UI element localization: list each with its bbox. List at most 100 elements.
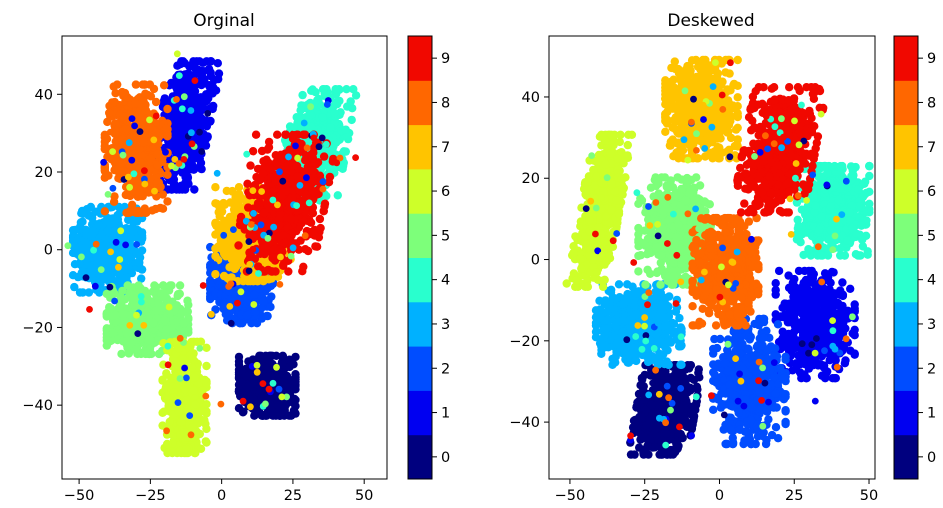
scatter-point xyxy=(141,347,150,356)
scatter-point xyxy=(70,282,79,292)
scatter-point xyxy=(173,290,183,299)
scatter-point xyxy=(190,185,199,194)
scatter-point xyxy=(179,355,188,364)
scatter-point xyxy=(289,360,298,369)
scatter-point xyxy=(273,401,283,410)
scatter-point xyxy=(250,377,259,386)
scatter-point xyxy=(86,202,96,212)
scatter-point xyxy=(202,343,211,352)
scatter-point xyxy=(102,326,112,335)
scatter-point xyxy=(178,185,187,194)
scatter-point xyxy=(252,319,262,328)
scatter-point xyxy=(129,294,138,303)
scatter-point xyxy=(138,329,147,338)
scatter-point xyxy=(134,283,144,292)
scatter-point xyxy=(162,325,171,334)
scatter-point xyxy=(158,408,167,417)
scatter-point xyxy=(298,90,307,100)
scatter-point xyxy=(84,288,94,297)
scatter-point xyxy=(184,179,193,189)
scatter-point xyxy=(278,352,288,361)
scatter-point xyxy=(173,61,182,70)
scatter-point xyxy=(206,279,215,288)
scatter-point xyxy=(226,249,235,258)
scatter-point xyxy=(123,281,132,290)
scatter-point xyxy=(193,417,202,427)
scatter-point xyxy=(189,386,198,395)
scatter-point xyxy=(194,163,204,172)
scatter-point xyxy=(182,395,191,404)
scatter-point xyxy=(244,382,253,391)
scatter-point xyxy=(221,310,230,319)
scatter-point xyxy=(154,349,164,359)
scatter-point xyxy=(257,411,267,420)
scatter-point xyxy=(167,185,177,194)
scatter-point xyxy=(264,275,274,284)
scatter-point xyxy=(212,199,222,209)
scatter-point xyxy=(189,121,199,130)
scatter-point xyxy=(306,122,316,132)
scatter-point xyxy=(262,311,272,321)
scatter-point xyxy=(202,400,211,409)
scatter-point xyxy=(84,251,93,260)
scatter-point xyxy=(296,106,305,115)
scatter-point xyxy=(213,59,222,68)
scatter-point xyxy=(335,96,344,106)
scatter-point xyxy=(239,407,248,416)
scatter-point xyxy=(172,301,182,310)
scatter-point xyxy=(115,303,124,312)
scatter-point xyxy=(211,183,220,192)
scatter-point xyxy=(184,69,193,78)
scatter-point xyxy=(159,293,168,302)
scatter-point xyxy=(268,411,278,420)
scatter-point xyxy=(188,60,198,70)
scatter-point xyxy=(266,302,275,312)
scatter-point xyxy=(170,110,179,119)
scatter-point xyxy=(191,150,200,159)
scatter-point xyxy=(346,97,355,106)
scatter-point xyxy=(170,337,180,346)
scatter-point xyxy=(202,122,211,131)
scatter-point xyxy=(102,336,112,345)
scatter-point xyxy=(103,226,113,235)
scatter-point xyxy=(94,220,103,230)
scatter-point xyxy=(116,292,125,301)
scatter-point xyxy=(176,132,185,141)
scatter-point xyxy=(93,253,102,262)
scatter-point xyxy=(234,257,243,266)
scatter-point xyxy=(105,303,114,312)
scatter-point xyxy=(322,191,331,201)
scatter-point xyxy=(184,313,193,322)
scatter-point xyxy=(78,288,88,297)
scatter-point xyxy=(103,213,112,223)
scatter-point xyxy=(306,110,316,120)
scatter-point xyxy=(101,253,110,262)
scatter-point xyxy=(311,88,320,97)
scatter-point xyxy=(179,428,188,437)
scatter-point xyxy=(253,277,263,286)
scatter-point xyxy=(238,366,247,375)
scatter-point xyxy=(291,395,300,405)
scatter-point xyxy=(132,247,141,257)
scatter-point xyxy=(219,271,229,281)
scatter-point xyxy=(78,217,87,226)
scatter-point xyxy=(291,377,300,386)
scatter-point xyxy=(81,225,90,234)
scatter-point xyxy=(137,274,146,283)
scatter-point xyxy=(205,81,214,90)
scatter-point xyxy=(225,212,235,222)
scatter-point xyxy=(163,448,172,458)
scatter-point xyxy=(177,309,186,318)
scatter-point xyxy=(159,281,168,290)
scatter-point xyxy=(179,319,188,328)
scatter-point xyxy=(296,113,306,122)
scatter-point xyxy=(177,168,187,177)
scatter-point xyxy=(109,328,118,337)
scatter-point xyxy=(200,416,209,425)
scatter-point xyxy=(183,122,192,131)
scatter-point xyxy=(188,354,197,364)
scatter-point xyxy=(206,57,216,66)
scatter-point xyxy=(330,108,339,118)
scatter-point xyxy=(236,192,245,201)
scatter-point xyxy=(137,228,147,237)
